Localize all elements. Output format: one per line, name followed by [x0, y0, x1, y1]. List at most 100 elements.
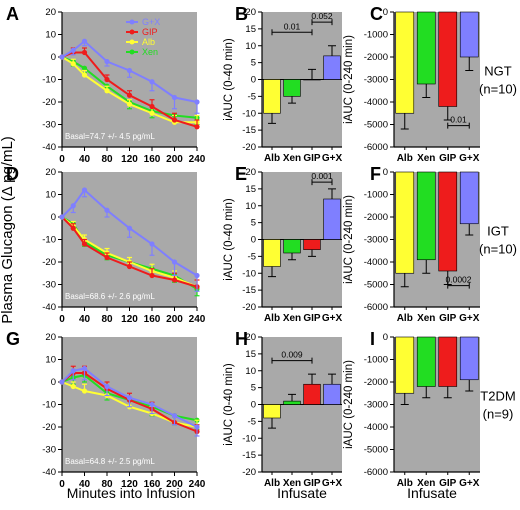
panel-letter: C [370, 4, 383, 24]
panel-E: E -20 -15 -10 -5 0 5 10 15 20 Alb Xen GIP G+X 0.001 iAU… [223, 164, 342, 324]
y-tick-label: -4000 [364, 97, 388, 108]
y-tick-label: 0 [251, 75, 256, 86]
x-tick-label: 240 [189, 154, 206, 165]
x-tick-label: 200 [166, 314, 183, 325]
bar-xen [416, 11, 436, 85]
y-tick-label: -4000 [364, 422, 388, 433]
series-line-alb [61, 56, 197, 124]
y-tick-label: -10 [42, 400, 56, 411]
y-tick-label: -1000 [364, 190, 388, 201]
y-tick-label: -5000 [364, 445, 388, 456]
y-tick-label: -10 [42, 75, 56, 86]
group-n-label: (n=10) [479, 242, 517, 257]
y-tick-label: -40 [42, 467, 56, 478]
y-tick-label: -5 [248, 91, 256, 102]
legend-marker [129, 29, 135, 35]
y-tick-label: 10 [45, 190, 56, 201]
bar-xen [283, 79, 301, 97]
y-tick-label: -30 [42, 280, 56, 291]
x-tick-label: G+X [322, 153, 343, 164]
data-point [104, 58, 110, 65]
y-tick-label: -4000 [364, 257, 388, 268]
x-tick-label: Alb [397, 153, 413, 164]
x-axis-label-mid: Infusate [277, 485, 327, 501]
x-tick-label: G+X [459, 478, 480, 489]
data-point [70, 368, 76, 374]
legend-label: Xen [142, 47, 158, 57]
data-point [126, 67, 133, 74]
bar-alb [395, 11, 415, 114]
y-tick-label: 10 [245, 201, 256, 212]
x-tick-label: Alb [397, 313, 413, 324]
y-tick-label: 10 [245, 366, 256, 377]
y-tick-label: 5 [251, 383, 256, 394]
y-tick-label: -3000 [364, 75, 388, 86]
y-axis-label: iAUC (0-240 min) [343, 360, 355, 449]
y-tick-label: -20 [242, 467, 256, 478]
y-tick-label: -3000 [364, 400, 388, 411]
y-axis-label: iAUC (0-240 min) [343, 35, 355, 124]
y-tick-label: -3000 [364, 235, 388, 246]
x-tick-label: 40 [79, 479, 91, 490]
y-tick-label: -15 [242, 450, 256, 461]
group-n-label: (n=10) [479, 82, 517, 97]
panel-C: C -6000 -5000 -4000 -3000 -2000 -1000 0 Alb Xen GI… [343, 4, 517, 164]
y-axis-label: iAUC (0-240 min) [343, 195, 355, 284]
y-tick-label: -2000 [364, 377, 388, 388]
y-tick-label: 5 [251, 58, 256, 69]
data-point [171, 94, 178, 101]
y-tick-label: -1000 [364, 30, 388, 41]
x-tick-label: 0 [59, 314, 65, 325]
bar-gip [303, 239, 321, 250]
data-point [126, 101, 133, 107]
y-tick-label: 20 [245, 167, 256, 178]
panel-letter: G [6, 329, 20, 349]
y-tick-label: 20 [45, 7, 56, 18]
panel-letter: B [235, 4, 248, 24]
x-tick-label: 240 [189, 479, 206, 490]
p-value-label: 0.052 [311, 11, 333, 21]
x-tick-label: Xen [417, 478, 435, 489]
y-tick-label: -2000 [364, 52, 388, 63]
y-tick-label: 10 [245, 41, 256, 52]
x-tick-label: 80 [101, 479, 113, 490]
panel-letter: E [235, 164, 247, 184]
legend-label: GIP [142, 27, 158, 37]
x-tick-label: 0 [59, 154, 65, 165]
x-tick-label: 0 [59, 479, 65, 490]
data-point [126, 92, 133, 98]
y-tick-label: 20 [245, 7, 256, 18]
y-tick-label: -6000 [364, 467, 388, 478]
y-axis-label: iAUC (0-40 min) [223, 38, 235, 121]
bar-gip [438, 336, 458, 387]
data-point [194, 124, 200, 130]
legend-marker [129, 49, 135, 55]
data-point [70, 225, 76, 231]
data-point [81, 388, 88, 394]
x-axis-label-left: Minutes into Infusion [67, 485, 195, 501]
basal-label: Basal=74.7 +/- 4.5 pg/mL [65, 132, 155, 141]
y-tick-label: -2000 [364, 212, 388, 223]
y-tick-label: 0 [251, 235, 256, 246]
series-line-gip [61, 216, 198, 288]
y-axis-label-left: Plasma Glucagon (Δ pg/mL) [0, 136, 16, 324]
data-point [171, 117, 178, 123]
bar-gxx [323, 55, 341, 80]
x-axis-label-right: Infusate [407, 485, 457, 501]
bar-gxx [459, 171, 479, 225]
legend-marker [129, 19, 135, 25]
x-tick-label: 200 [166, 154, 183, 165]
bar-gxx [459, 11, 479, 58]
y-tick-label: -30 [42, 120, 56, 131]
panel-letter: H [235, 329, 248, 349]
panel-F: F -6000 -5000 -4000 -3000 -2000 -1000 0 Alb Xen GI… [343, 164, 517, 324]
y-tick-label: 0 [383, 332, 388, 343]
y-axis-label: iAUC (0-40 min) [223, 198, 235, 281]
x-tick-label: Xen [283, 153, 301, 164]
x-tick-label: Alb [264, 478, 280, 489]
bar-gip [438, 11, 458, 107]
data-point [81, 49, 88, 56]
y-tick-label: 0 [51, 377, 56, 388]
panel-letter: A [6, 4, 19, 24]
